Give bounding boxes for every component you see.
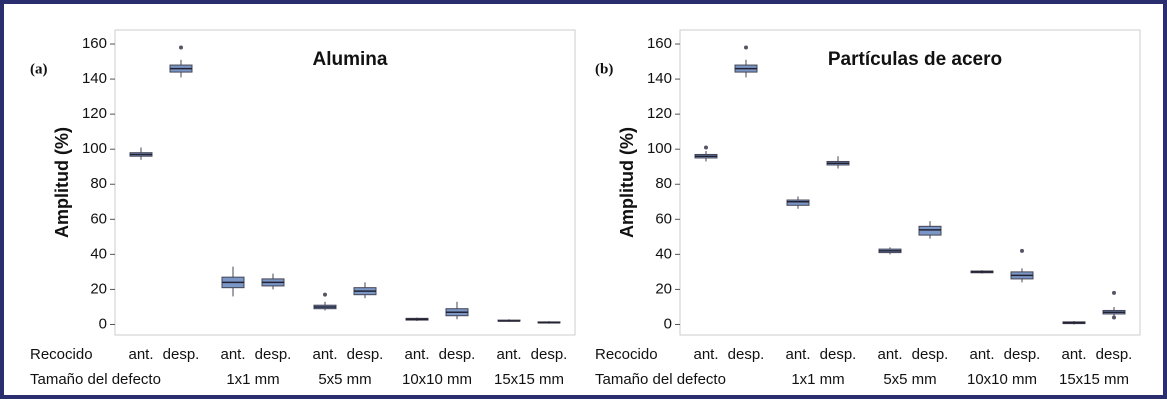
y-tick-label: 0	[99, 315, 107, 332]
outlier	[704, 145, 708, 150]
outlier	[323, 292, 327, 297]
y-tick-label: 100	[82, 140, 107, 157]
row-label: Tamaño del defecto	[30, 371, 161, 388]
y-tick-label: 120	[82, 105, 107, 122]
group-label: 5x5 mm	[318, 371, 371, 388]
row-label: Tamaño del defecto	[595, 371, 726, 388]
y-tick-label: 60	[90, 210, 107, 227]
outlier	[1020, 248, 1024, 253]
x-tick-label: desp.	[531, 346, 568, 363]
y-tick-label: 0	[664, 315, 672, 332]
x-tick-label: ant.	[693, 346, 718, 363]
outlier	[744, 45, 748, 50]
x-tick-label: ant.	[496, 346, 521, 363]
group-label: 1x1 mm	[791, 371, 844, 388]
x-tick-label: ant.	[1061, 346, 1086, 363]
chart-title: Partículas de acero	[828, 49, 1002, 70]
x-tick-label: desp.	[728, 346, 765, 363]
x-tick-label: ant.	[128, 346, 153, 363]
x-tick-label: ant.	[312, 346, 337, 363]
plot-frame	[114, 29, 576, 336]
group-label: 15x15 mm	[494, 371, 564, 388]
x-tick-label: ant.	[969, 346, 994, 363]
y-tick-label: 160	[82, 35, 107, 52]
x-tick-label: desp.	[255, 346, 292, 363]
group-label: 5x5 mm	[883, 371, 936, 388]
outlier	[179, 45, 183, 50]
y-tick-label: 100	[647, 140, 672, 157]
box	[786, 199, 810, 206]
row-label: Recocido	[30, 346, 93, 363]
y-axis-label: Amplitud (%)	[52, 127, 72, 238]
x-tick-label: desp.	[1096, 346, 1133, 363]
y-tick-label: 20	[655, 280, 672, 297]
x-tick-label: desp.	[1004, 346, 1041, 363]
x-tick-label: ant.	[877, 346, 902, 363]
x-tick-label: desp.	[820, 346, 857, 363]
outlier	[1112, 290, 1116, 295]
x-tick-label: ant.	[220, 346, 245, 363]
y-tick-label: 20	[90, 280, 107, 297]
x-tick-label: desp.	[912, 346, 949, 363]
y-tick-label: 40	[90, 245, 107, 262]
chart-title: Alumina	[313, 49, 388, 70]
x-tick-label: desp.	[347, 346, 384, 363]
y-tick-label: 140	[647, 70, 672, 87]
y-tick-label: 80	[655, 175, 672, 192]
group-label: 1x1 mm	[226, 371, 279, 388]
y-tick-label: 60	[655, 210, 672, 227]
x-tick-label: ant.	[785, 346, 810, 363]
y-tick-label: 80	[90, 175, 107, 192]
group-label: 10x10 mm	[967, 371, 1037, 388]
panel-label: (b)	[595, 61, 613, 77]
x-tick-label: ant.	[404, 346, 429, 363]
plot-frame	[679, 29, 1141, 336]
y-axis-label: Amplitud (%)	[617, 127, 637, 238]
panel-label: (a)	[30, 61, 48, 77]
x-tick-label: desp.	[163, 346, 200, 363]
outlier	[1112, 315, 1116, 320]
box	[918, 225, 942, 236]
y-tick-label: 120	[647, 105, 672, 122]
y-tick-label: 40	[655, 245, 672, 262]
row-label: Recocido	[595, 346, 658, 363]
y-tick-label: 140	[82, 70, 107, 87]
y-tick-label: 160	[647, 35, 672, 52]
group-label: 15x15 mm	[1059, 371, 1129, 388]
x-tick-label: desp.	[439, 346, 476, 363]
group-label: 10x10 mm	[402, 371, 472, 388]
